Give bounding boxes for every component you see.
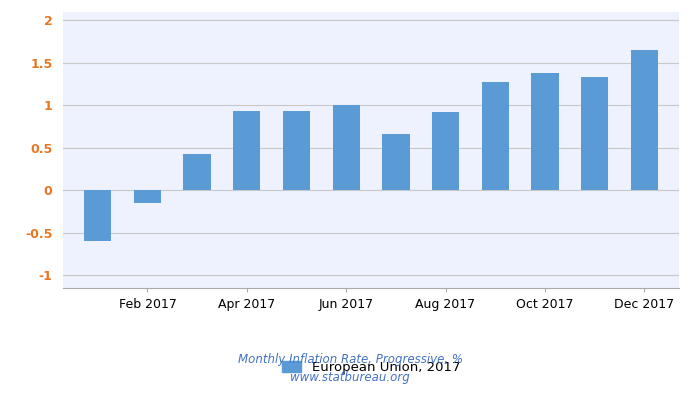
Bar bbox=[84, 190, 111, 241]
Bar bbox=[332, 106, 360, 190]
Bar bbox=[581, 77, 608, 190]
Bar bbox=[631, 50, 658, 190]
Bar bbox=[233, 111, 260, 190]
Text: Monthly Inflation Rate, Progressive, %: Monthly Inflation Rate, Progressive, % bbox=[237, 354, 463, 366]
Legend: European Union, 2017: European Union, 2017 bbox=[276, 355, 466, 379]
Bar bbox=[432, 112, 459, 190]
Bar bbox=[531, 73, 559, 190]
Bar bbox=[382, 134, 410, 190]
Bar bbox=[482, 82, 509, 190]
Text: www.statbureau.org: www.statbureau.org bbox=[290, 372, 410, 384]
Bar bbox=[134, 190, 161, 203]
Bar bbox=[283, 111, 310, 190]
Bar bbox=[183, 154, 211, 190]
